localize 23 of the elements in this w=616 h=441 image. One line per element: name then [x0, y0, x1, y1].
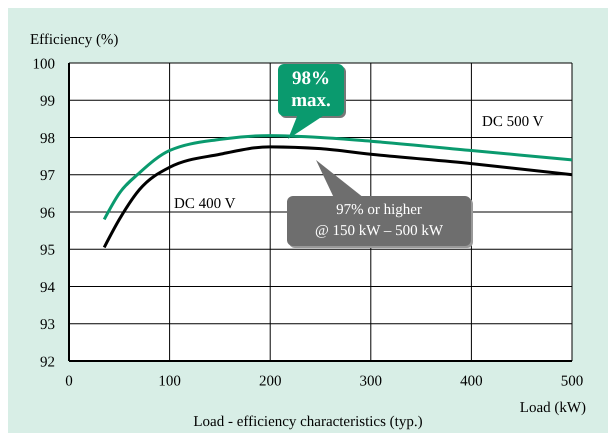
text: Load - efficiency characteristics (typ.)	[193, 414, 423, 430]
y-tick-label: 100	[32, 56, 55, 72]
line-series	[102, 134, 572, 221]
y-tick-label: 94	[40, 280, 56, 296]
y-tick-label: 99	[40, 94, 55, 110]
y-tick-label: 93	[40, 317, 55, 334]
x-tick-label: 100	[158, 374, 181, 390]
series-label: DC 400 V	[174, 196, 236, 213]
x-axis-title: Load (kW)	[520, 400, 586, 417]
x-tick-label: 0	[65, 374, 73, 390]
x-tick-label: 400	[460, 374, 483, 390]
series-label: DC 500 V	[482, 114, 544, 131]
y-axis-title: Efficiency (%)	[30, 32, 118, 49]
y-tick-label: 96	[40, 205, 56, 222]
x-tick-label: 300	[360, 374, 382, 390]
annotation: 97% or higher @ 150 kW – 500 kW	[287, 196, 471, 246]
y-tick-label: 98	[40, 130, 55, 147]
y-tick-label: 92	[40, 354, 55, 370]
y-tick-label: 97	[40, 168, 56, 184]
y-tick-label: 95	[40, 242, 55, 259]
x-tick-label: 200	[258, 374, 282, 390]
x-tick-label: 500	[560, 374, 584, 390]
annotation: 98% max.	[278, 64, 344, 116]
